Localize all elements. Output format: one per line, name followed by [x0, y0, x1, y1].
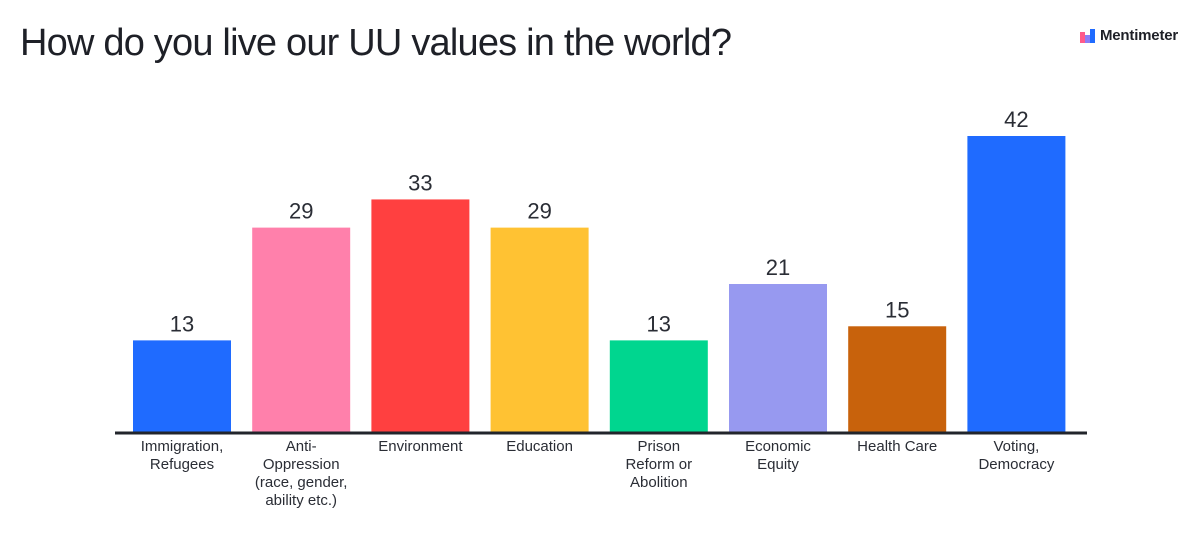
bar	[133, 340, 231, 432]
value-label: 15	[885, 297, 909, 322]
category-label: Immigration, Refugees	[141, 438, 224, 473]
value-label: 29	[289, 199, 313, 224]
value-labels-group: 13 29 33 29 13 21 15 42	[170, 107, 1029, 336]
category-label: Anti-Oppression (race, gender, ability etc…	[255, 438, 348, 509]
value-label: 13	[647, 311, 671, 336]
brand-logo: Mentimeter	[1080, 27, 1178, 44]
mentimeter-logo-icon	[1080, 28, 1095, 43]
value-label: 29	[527, 199, 551, 224]
bar	[967, 136, 1066, 432]
bars-group	[133, 136, 1066, 432]
value-label: 42	[1004, 107, 1028, 132]
bar	[371, 199, 470, 432]
category-label: Health Care	[857, 438, 937, 455]
value-label: 21	[766, 255, 790, 280]
bar	[490, 227, 589, 432]
category-label: Prison Reform or Abolition	[625, 438, 692, 491]
page-title: How do you live our UU values in the wor…	[20, 22, 732, 64]
bar	[729, 284, 827, 432]
bar	[848, 326, 947, 432]
bar	[609, 340, 708, 432]
value-label: 33	[408, 170, 432, 195]
category-label: Voting, Democracy	[978, 438, 1054, 473]
bar	[252, 227, 351, 432]
category-labels-group: Immigration, Refugees Anti-Oppression (race…	[141, 438, 1055, 509]
brand-name: Mentimeter	[1100, 27, 1179, 44]
category-label: Education	[506, 438, 573, 455]
category-label: Environment	[378, 438, 463, 455]
category-label: Economic Equity	[745, 438, 811, 473]
value-label: 13	[170, 311, 194, 336]
